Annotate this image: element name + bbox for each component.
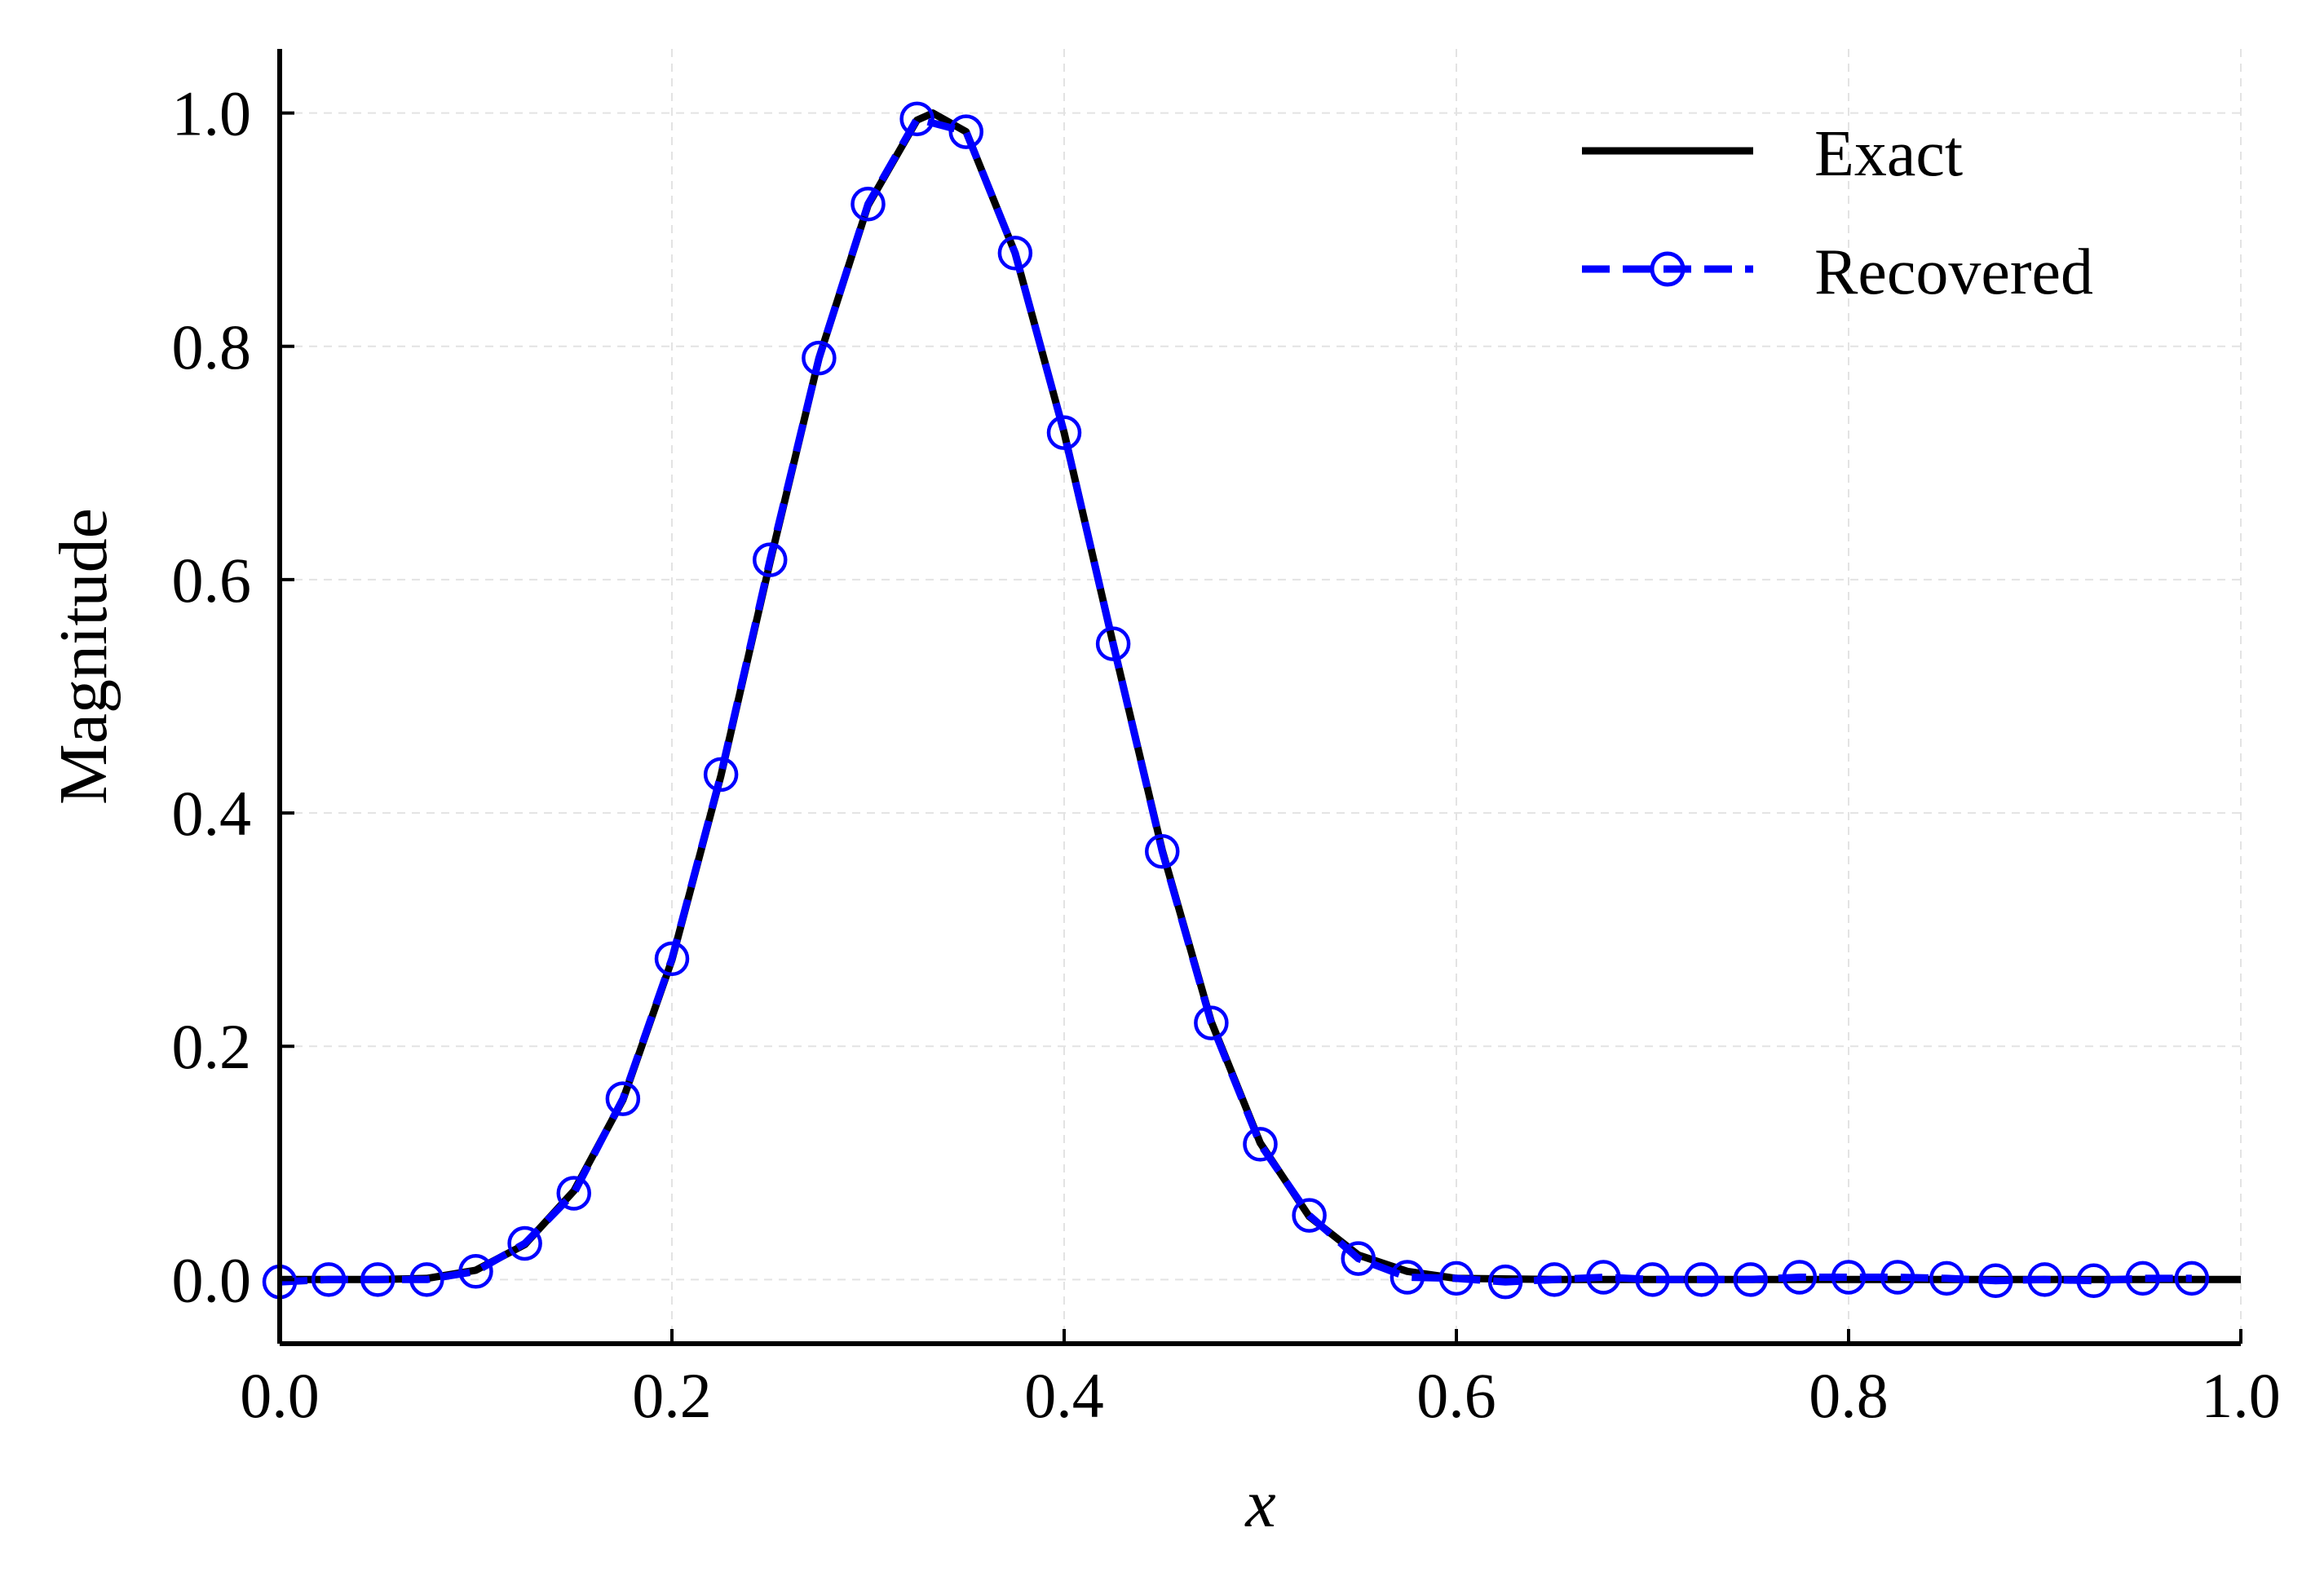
data-point-recovered — [2076, 1263, 2111, 1298]
x-tick-label: 0.8 — [1809, 1360, 1889, 1431]
data-point-recovered — [851, 187, 886, 222]
axes-layer — [277, 49, 2241, 1346]
data-point-recovered — [2174, 1261, 2210, 1296]
data-point-recovered — [654, 941, 690, 977]
data-point-recovered — [2027, 1262, 2062, 1297]
y-tick-label: 0.2 — [172, 1011, 252, 1082]
data-point-recovered — [556, 1176, 591, 1211]
data-point-recovered — [753, 542, 788, 577]
data-point-recovered — [1487, 1264, 1523, 1300]
y-tick-label: 0.4 — [172, 778, 252, 849]
data-point-recovered — [1438, 1261, 1474, 1296]
data-point-recovered — [1880, 1260, 1915, 1295]
data-point-recovered — [1145, 834, 1180, 869]
data-point-recovered — [605, 1081, 641, 1116]
data-point-recovered — [1095, 626, 1131, 661]
data-point-recovered — [1684, 1262, 1719, 1297]
data-point-recovered — [703, 757, 739, 793]
y-tick-label: 0.8 — [172, 311, 252, 382]
data-point-recovered — [1046, 415, 1082, 450]
data-point-recovered — [1733, 1262, 1768, 1297]
x-tick-label: 1.0 — [2201, 1360, 2281, 1431]
ticks-layer: 0.0 0.2 0.4 0.6 0.8 1.0 0.0 0.2 0.4 0.6 0.8 1.0 — [172, 78, 2281, 1431]
data-point-recovered — [1537, 1262, 1572, 1297]
data-point-recovered — [1243, 1127, 1278, 1162]
y-tick-label: 0.6 — [172, 545, 252, 616]
y-tick-label: 1.0 — [172, 78, 252, 149]
series-layer — [262, 101, 2241, 1300]
data-point-recovered — [2125, 1261, 2160, 1296]
data-point-recovered — [899, 101, 934, 137]
data-point-recovered — [1782, 1260, 1818, 1295]
data-point-recovered — [409, 1262, 444, 1297]
data-point-recovered — [1978, 1263, 2013, 1298]
data-point-recovered — [997, 236, 1033, 271]
x-axis-label: x — [1244, 1466, 1275, 1542]
data-point-recovered — [1194, 1005, 1229, 1040]
x-tick-label: 0.6 — [1416, 1360, 1496, 1431]
x-tick-label: 0.4 — [1024, 1360, 1104, 1431]
y-axis-label: Magnitude — [46, 508, 122, 805]
legend-recovered-marker — [1650, 251, 1686, 287]
data-point-recovered — [1292, 1198, 1327, 1233]
series-line-recovered — [279, 115, 2192, 1286]
data-point-recovered — [802, 340, 837, 376]
data-point-recovered — [1635, 1262, 1670, 1297]
legend: Exact Recovered — [1582, 118, 2093, 308]
y-tick-label: 0.0 — [172, 1244, 252, 1315]
legend-exact-label: Exact — [1814, 118, 1963, 190]
data-point-recovered — [507, 1225, 542, 1261]
x-tick-label: 0.2 — [632, 1360, 712, 1431]
data-point-recovered — [1341, 1241, 1376, 1276]
data-point-recovered — [360, 1262, 395, 1297]
data-point-recovered — [1929, 1261, 1964, 1296]
data-point-recovered — [1831, 1260, 1867, 1295]
data-point-recovered — [1586, 1260, 1621, 1295]
data-point-recovered — [311, 1262, 347, 1297]
data-point-recovered — [948, 114, 983, 149]
data-point-recovered — [1390, 1260, 1425, 1295]
x-tick-label: 0.0 — [240, 1360, 320, 1431]
data-point-recovered — [458, 1254, 493, 1289]
legend-recovered-label: Recovered — [1814, 236, 2093, 308]
